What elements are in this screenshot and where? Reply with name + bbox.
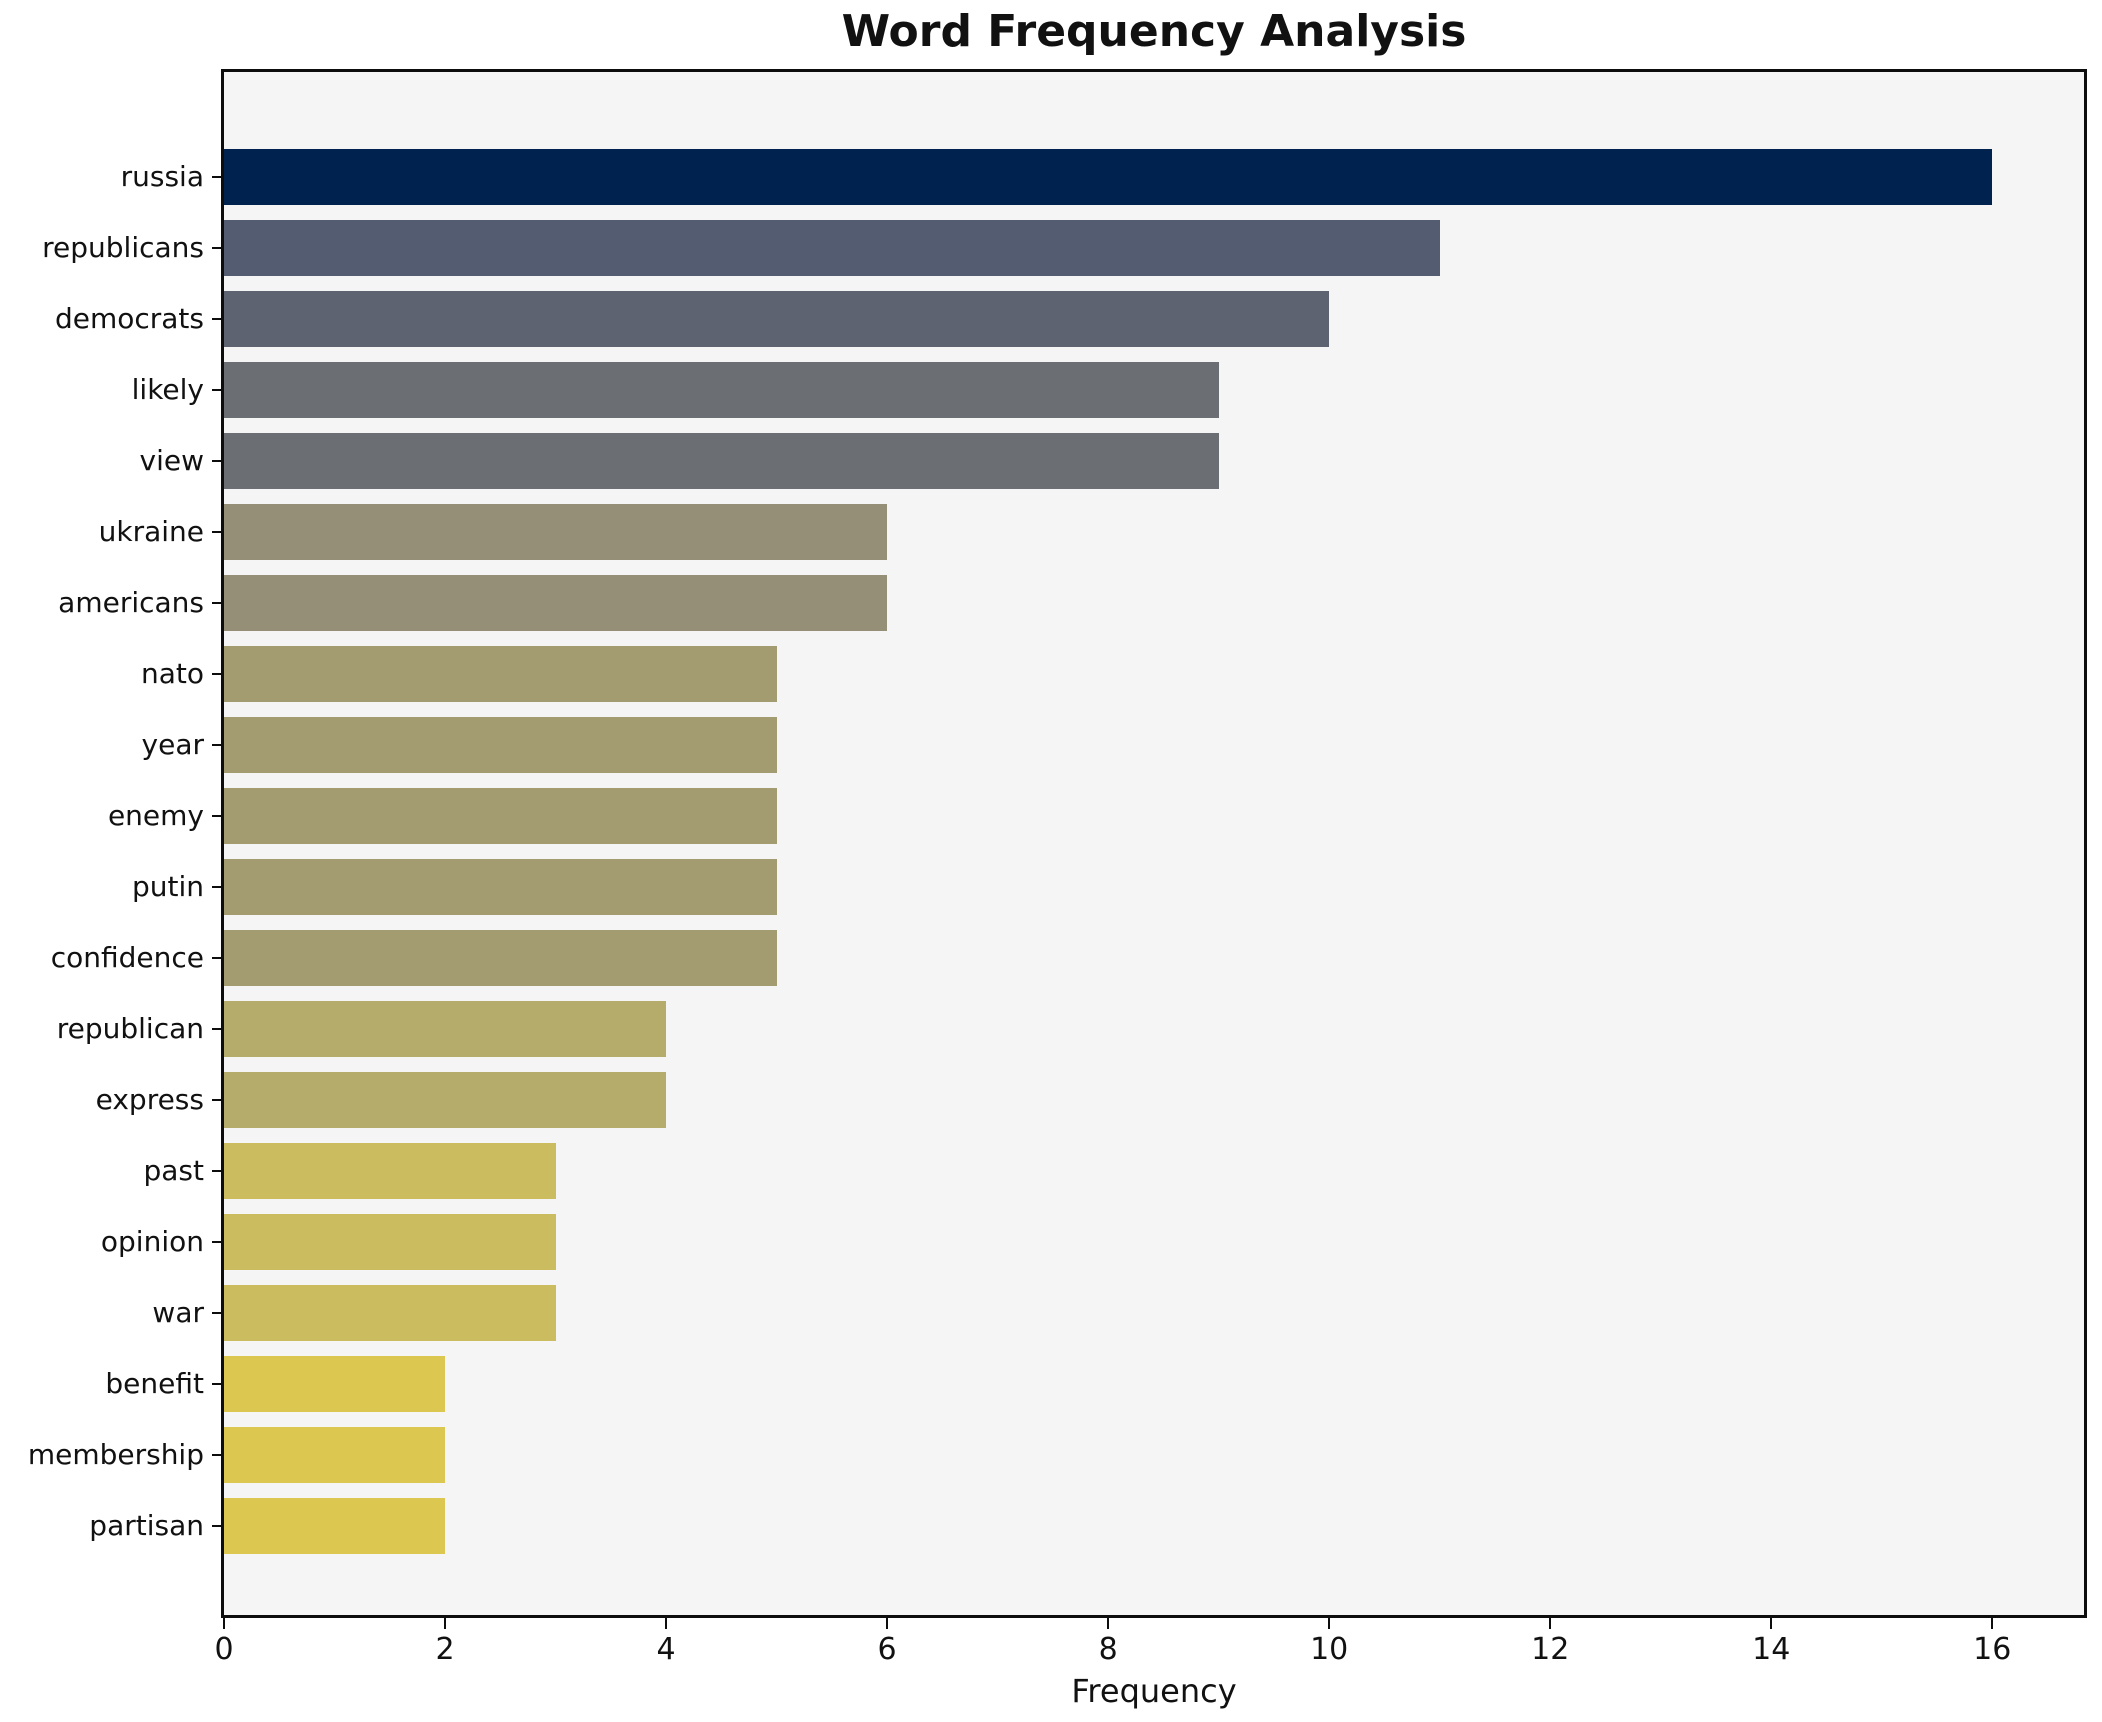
y-tick-label-nato: nato: [140, 656, 204, 690]
bar-enemy: [224, 787, 777, 844]
y-tick-label-putin: putin: [131, 869, 204, 903]
y-tick-mark: [212, 530, 221, 533]
bar-americans: [224, 574, 888, 631]
bar-russia: [224, 148, 1993, 205]
y-tick-mark: [212, 1453, 221, 1456]
x-tick-label-16: 16: [1973, 1632, 2012, 1667]
x-tick-mark: [665, 1618, 668, 1629]
x-tick-mark: [1991, 1618, 1994, 1629]
bar-view: [224, 432, 1219, 489]
plot-area: [221, 69, 2087, 1618]
x-axis-label: Frequency: [1071, 1672, 1237, 1710]
y-tick-mark: [212, 1382, 221, 1385]
bar-republican: [224, 1000, 667, 1057]
x-tick-mark: [223, 1618, 225, 1629]
y-tick-label-confidence: confidence: [50, 940, 204, 974]
y-tick-mark: [212, 672, 221, 675]
y-tick-mark: [212, 1169, 221, 1172]
chart-title: Word Frequency Analysis: [841, 6, 1467, 57]
y-tick-label-americans: americans: [58, 585, 204, 619]
bar-republicans: [224, 219, 1440, 276]
y-tick-label-opinion: opinion: [100, 1224, 204, 1258]
y-tick-mark: [212, 1027, 221, 1030]
y-tick-mark: [212, 388, 221, 391]
y-tick-mark: [212, 814, 221, 817]
bar-past: [224, 1142, 556, 1199]
bar-benefit: [224, 1355, 446, 1412]
y-tick-label-war: war: [152, 1295, 204, 1329]
x-tick-mark: [1770, 1618, 1773, 1629]
y-tick-mark: [212, 459, 221, 462]
y-tick-label-republicans: republicans: [42, 230, 204, 264]
x-tick-label-2: 2: [435, 1632, 455, 1667]
y-tick-mark: [212, 246, 221, 249]
bar-partisan: [224, 1497, 446, 1554]
bar-nato: [224, 645, 777, 702]
y-tick-mark: [212, 956, 221, 959]
y-tick-mark: [212, 175, 221, 178]
y-tick-mark: [212, 1098, 221, 1101]
y-tick-label-likely: likely: [131, 372, 204, 406]
bar-opinion: [224, 1213, 556, 1270]
y-tick-label-past: past: [143, 1153, 205, 1187]
bar-democrats: [224, 290, 1330, 347]
bar-membership: [224, 1426, 446, 1483]
y-tick-label-benefit: benefit: [105, 1366, 204, 1400]
y-tick-label-view: view: [139, 443, 204, 477]
y-tick-label-republican: republican: [56, 1011, 204, 1045]
y-tick-mark: [212, 743, 221, 746]
bar-likely: [224, 361, 1219, 418]
y-tick-label-partisan: partisan: [89, 1508, 204, 1542]
bar-war: [224, 1284, 556, 1341]
x-tick-mark: [1328, 1618, 1331, 1629]
x-tick-label-0: 0: [214, 1632, 234, 1667]
x-tick-label-12: 12: [1531, 1632, 1570, 1667]
x-tick-label-4: 4: [656, 1632, 676, 1667]
x-tick-mark: [886, 1618, 889, 1629]
bar-confidence: [224, 929, 777, 986]
y-tick-label-democrats: democrats: [54, 301, 204, 335]
y-tick-mark: [212, 317, 221, 320]
bar-putin: [224, 858, 777, 915]
y-tick-mark: [212, 1524, 221, 1527]
x-tick-label-10: 10: [1310, 1632, 1349, 1667]
x-tick-mark: [1549, 1618, 1552, 1629]
y-tick-label-russia: russia: [120, 159, 204, 193]
y-tick-label-enemy: enemy: [107, 798, 204, 832]
x-tick-label-14: 14: [1752, 1632, 1791, 1667]
y-tick-label-membership: membership: [27, 1437, 204, 1471]
x-tick-mark: [1107, 1618, 1110, 1629]
y-tick-label-year: year: [141, 727, 204, 761]
bar-ukraine: [224, 503, 888, 560]
x-tick-label-8: 8: [1098, 1632, 1118, 1667]
y-tick-mark: [212, 885, 221, 888]
x-tick-label-6: 6: [877, 1632, 897, 1667]
y-tick-mark: [212, 1240, 221, 1243]
y-tick-label-express: express: [95, 1082, 204, 1116]
x-tick-mark: [444, 1618, 447, 1629]
bar-express: [224, 1071, 667, 1128]
bar-year: [224, 716, 777, 773]
y-tick-label-ukraine: ukraine: [98, 514, 204, 548]
y-tick-mark: [212, 601, 221, 604]
y-tick-mark: [212, 1311, 221, 1314]
